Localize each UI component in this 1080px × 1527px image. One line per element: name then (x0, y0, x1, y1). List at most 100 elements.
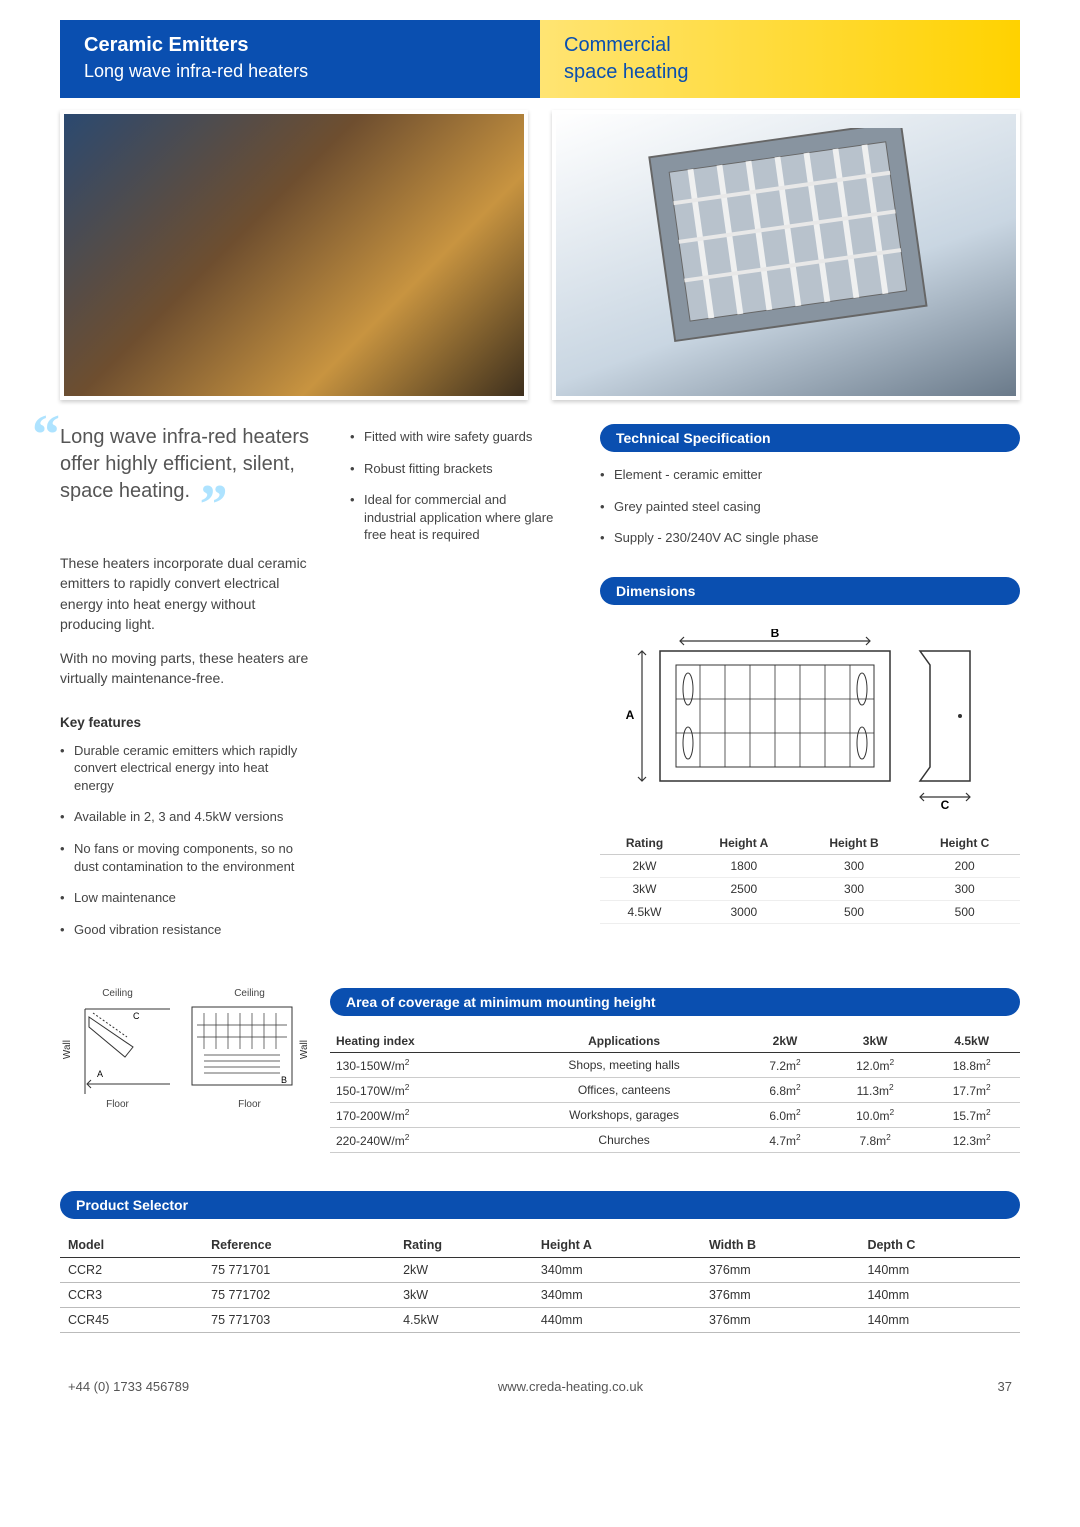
selector-table: ModelReferenceRatingHeight AWidth BDepth… (60, 1233, 1020, 1333)
photo-industrial (60, 110, 528, 400)
list-item: No fans or moving components, so no dust… (60, 840, 310, 875)
mid-bullets-list: Fitted with wire safety guardsRobust fit… (350, 428, 560, 544)
table-header: Height A (533, 1233, 701, 1258)
table-cell: 6.0m2 (743, 1103, 827, 1128)
table-cell: Shops, meeting halls (505, 1053, 743, 1078)
table-cell: 1800 (689, 854, 799, 877)
list-item: Good vibration resistance (60, 921, 310, 939)
product-illustration (579, 128, 993, 382)
column-right: Technical Specification Element - cerami… (600, 424, 1020, 952)
table-cell: 3000 (689, 900, 799, 923)
key-features-list: Durable ceramic emitters which rapidly c… (60, 742, 310, 938)
column-left: “ Long wave infra-red heaters offer high… (60, 424, 310, 952)
table-header: Width B (701, 1233, 859, 1258)
table-cell: 2kW (600, 854, 689, 877)
list-item: Durable ceramic emitters which rapidly c… (60, 742, 310, 795)
dimensions-table: RatingHeight AHeight BHeight C2kW1800300… (600, 832, 1020, 924)
dim-label-c: C (941, 798, 950, 809)
table-header: Height C (909, 832, 1020, 855)
table-row: 2kW1800300200 (600, 854, 1020, 877)
ceiling-label-1: Ceiling (60, 988, 175, 999)
header-right-line2: space heating (564, 61, 996, 84)
photo-product (552, 110, 1020, 400)
list-item: Low maintenance (60, 889, 310, 907)
table-cell: 3kW (395, 1283, 533, 1308)
table-row: CCR275 7717012kW340mm376mm140mm (60, 1258, 1020, 1283)
table-cell: 12.3m2 (923, 1128, 1020, 1153)
footer-url: www.creda-heating.co.uk (189, 1379, 952, 1394)
table-cell: 440mm (533, 1308, 701, 1333)
table-cell: 75 771702 (203, 1283, 395, 1308)
quote-text: Long wave infra-red heaters offer highly… (60, 426, 309, 502)
wall-label-1: Wall (60, 1040, 75, 1059)
table-cell: 140mm (859, 1258, 1020, 1283)
footer-phone: +44 (0) 1733 456789 (68, 1379, 189, 1394)
coverage-heading: Area of coverage at minimum mounting hei… (330, 988, 1020, 1016)
table-cell: 15.7m2 (923, 1103, 1020, 1128)
table-header: 2kW (743, 1030, 827, 1053)
table-row: 220-240W/m2Churches4.7m27.8m212.3m2 (330, 1128, 1020, 1153)
table-cell: 300 (799, 877, 910, 900)
table-cell: 300 (799, 854, 910, 877)
list-item: Ideal for commercial and industrial appl… (350, 491, 560, 544)
table-row: 150-170W/m2Offices, canteens6.8m211.3m21… (330, 1078, 1020, 1103)
footer-page: 37 (952, 1379, 1012, 1394)
table-cell: 18.8m2 (923, 1053, 1020, 1078)
content-row: “ Long wave infra-red heaters offer high… (60, 424, 1020, 952)
coverage-table: Heating indexApplications2kW3kW4.5kW130-… (330, 1030, 1020, 1153)
table-cell: 7.2m2 (743, 1053, 827, 1078)
dimensions-diagram: B A (600, 629, 1020, 809)
coverage-table-wrap: Area of coverage at minimum mounting hei… (330, 988, 1020, 1153)
mount-diagram-angle: C A (75, 999, 175, 1099)
table-cell: 75 771701 (203, 1258, 395, 1283)
table-row: 4.5kW3000500500 (600, 900, 1020, 923)
table-cell: 150-170W/m2 (330, 1078, 505, 1103)
svg-text:B: B (281, 1075, 287, 1085)
table-cell: 340mm (533, 1258, 701, 1283)
table-header: Depth C (859, 1233, 1020, 1258)
tech-spec-heading: Technical Specification (600, 424, 1020, 452)
table-row: CCR375 7717023kW340mm376mm140mm (60, 1283, 1020, 1308)
header-blue-panel: Ceramic Emitters Long wave infra-red hea… (60, 20, 540, 98)
table-cell: Workshops, garages (505, 1103, 743, 1128)
table-cell: CCR3 (60, 1283, 203, 1308)
wall-label-2: Wall (297, 1040, 312, 1059)
key-features-heading: Key features (60, 715, 310, 730)
selector-section: Product Selector ModelReferenceRatingHei… (60, 1191, 1020, 1333)
table-header: 4.5kW (923, 1030, 1020, 1053)
floor-label-1: Floor (60, 1099, 175, 1110)
table-cell: 376mm (701, 1308, 859, 1333)
selector-heading: Product Selector (60, 1191, 1020, 1219)
photo-row (60, 110, 1020, 400)
table-row: 3kW2500300300 (600, 877, 1020, 900)
table-header: Heating index (330, 1030, 505, 1053)
table-cell: 6.8m2 (743, 1078, 827, 1103)
list-item: Supply - 230/240V AC single phase (600, 529, 1020, 547)
intro-paragraphs: These heaters incorporate dual ceramic e… (60, 553, 310, 689)
table-cell: 200 (909, 854, 1020, 877)
table-cell: CCR45 (60, 1308, 203, 1333)
dim-label-b: B (771, 629, 780, 640)
list-item: Available in 2, 3 and 4.5kW versions (60, 808, 310, 826)
intro-para-1: These heaters incorporate dual ceramic e… (60, 553, 310, 634)
table-cell: 12.0m2 (827, 1053, 924, 1078)
table-cell: 170-200W/m2 (330, 1103, 505, 1128)
ceiling-label-2: Ceiling (187, 988, 312, 999)
table-cell: 500 (909, 900, 1020, 923)
table-row: 170-200W/m2Workshops, garages6.0m210.0m2… (330, 1103, 1020, 1128)
quote-open-icon: “ (32, 398, 60, 474)
table-cell: 376mm (701, 1283, 859, 1308)
table-header: Reference (203, 1233, 395, 1258)
dim-label-a: A (626, 708, 635, 722)
list-item: Robust fitting brackets (350, 460, 560, 478)
table-cell: 130-150W/m2 (330, 1053, 505, 1078)
table-header: Rating (600, 832, 689, 855)
table-header: Height B (799, 832, 910, 855)
floor-label-2: Floor (187, 1099, 312, 1110)
table-cell: 140mm (859, 1283, 1020, 1308)
table-cell: 140mm (859, 1308, 1020, 1333)
table-cell: 300 (909, 877, 1020, 900)
quote-block: “ Long wave infra-red heaters offer high… (60, 424, 310, 505)
table-cell: Offices, canteens (505, 1078, 743, 1103)
mount-diagrams: Ceiling Wall C A (60, 988, 300, 1110)
